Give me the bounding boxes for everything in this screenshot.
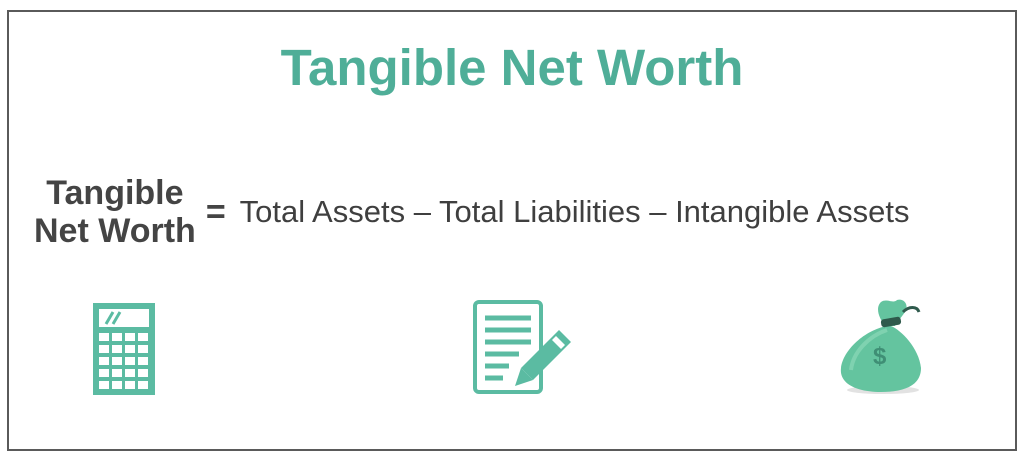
calculator-icon	[93, 303, 155, 395]
formula-lhs-line1: Tangible	[46, 174, 184, 212]
formula: Tangible Net Worth = Total Assets – Tota…	[34, 172, 909, 252]
formula-equals: =	[205, 192, 226, 231]
formula-rhs: Total Assets – Total Liabilities – Intan…	[239, 194, 910, 229]
page-title: Tangible Net Worth	[280, 39, 744, 96]
formula-lhs-line2: Net Worth	[34, 212, 196, 250]
formula-lhs: Tangible Net Worth	[34, 174, 196, 250]
document-pencil-icon	[473, 300, 571, 394]
money-bag-icon: $	[840, 299, 921, 394]
infographic-frame: Tangible Net Worth Tangible Net Worth = …	[7, 10, 1017, 451]
svg-text:$: $	[873, 343, 887, 370]
